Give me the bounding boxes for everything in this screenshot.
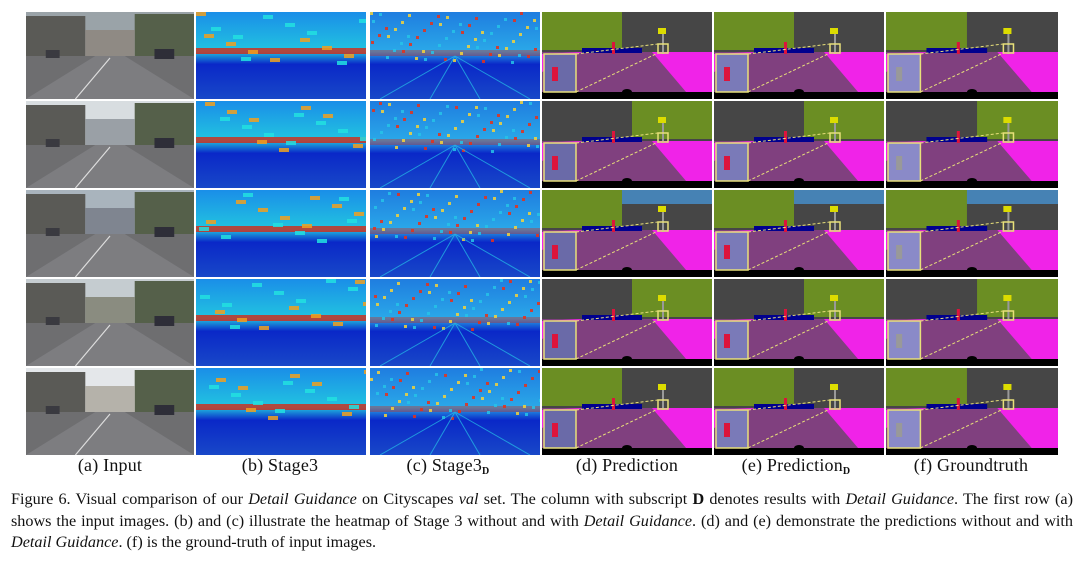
figure-grid (26, 12, 1060, 456)
stage3-heatmap (196, 279, 366, 366)
label-stage3-d: (c) Stage3D (406, 455, 490, 477)
groundtruth-map (886, 101, 1058, 188)
label-prediction: (d) Prediction (575, 455, 679, 475)
stage3-d-heatmap (370, 368, 540, 455)
stage3-heatmap (196, 101, 366, 188)
stage3-heatmap (196, 368, 366, 455)
column-labels: (a) Input (b) Stage3 (c) Stage3D (d) Pre… (0, 455, 1080, 479)
label-input: (a) Input (77, 455, 143, 475)
prediction-d-map (714, 368, 884, 455)
stage3-heatmap (196, 12, 366, 99)
prediction-d-map (714, 12, 884, 99)
prediction-map (542, 279, 712, 366)
stage3-d-heatmap (370, 101, 540, 188)
prediction-map (542, 190, 712, 277)
input-image (26, 279, 194, 366)
prediction-map (542, 101, 712, 188)
input-image (26, 190, 194, 277)
prediction-d-map (714, 279, 884, 366)
stage3-d-heatmap (370, 190, 540, 277)
prediction-d-map (714, 101, 884, 188)
stage3-heatmap (196, 190, 366, 277)
prediction-map (542, 368, 712, 455)
groundtruth-map (886, 190, 1058, 277)
label-stage3: (b) Stage3 (241, 455, 319, 475)
stage3-d-heatmap (370, 12, 540, 99)
prediction-d-map (714, 190, 884, 277)
stage3-d-heatmap (370, 279, 540, 366)
label-prediction-d: (e) PredictionD (741, 455, 851, 477)
label-groundtruth: (f) Groundtruth (913, 455, 1029, 475)
input-image (26, 368, 194, 455)
groundtruth-map (886, 279, 1058, 366)
prediction-map (542, 12, 712, 99)
groundtruth-map (886, 12, 1058, 99)
input-image (26, 12, 194, 99)
figure-caption: Figure 6. Visual comparison of our Detai… (11, 490, 1073, 551)
input-image (26, 101, 194, 188)
groundtruth-map (886, 368, 1058, 455)
